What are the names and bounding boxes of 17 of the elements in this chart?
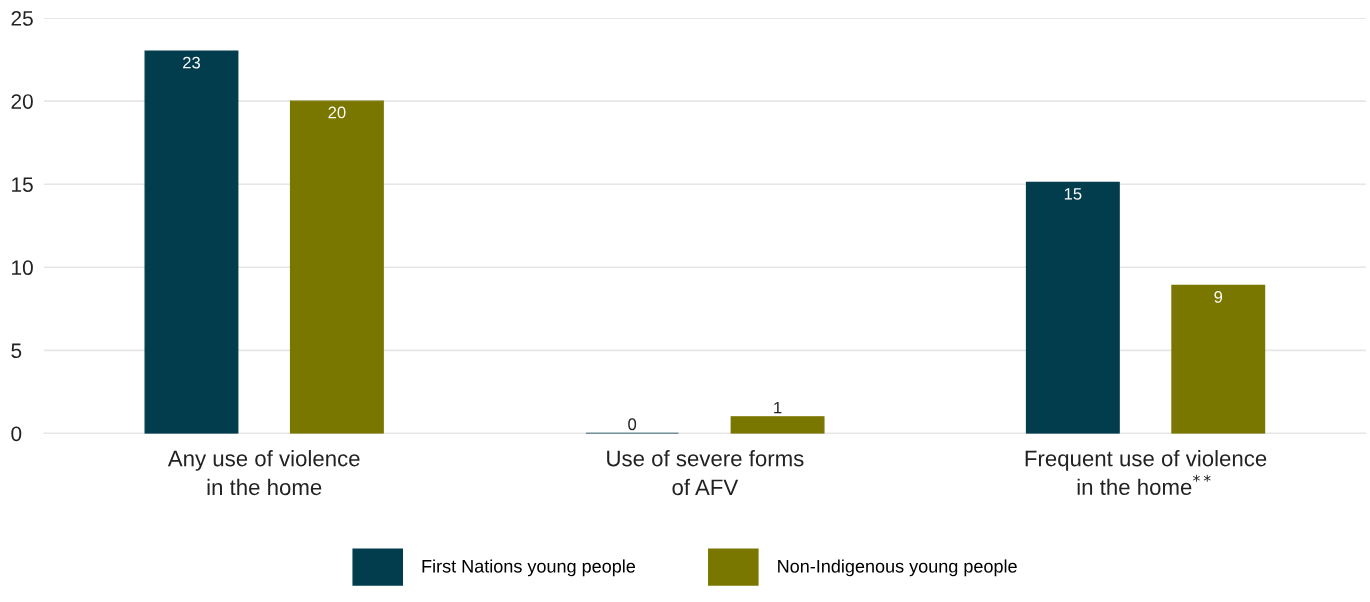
legend-label: Non-Indigenous young people [778,559,1017,577]
y-tick-label: 20 [11,94,33,109]
data-label: 20 [328,106,346,119]
y-tick-label: 10 [12,260,33,276]
x-tick-label: Frequent use of violence in the home$^{**}$ [1025,450,1267,495]
y-tick-label: 5 [11,343,22,359]
y-tick-label: 15 [12,177,33,192]
data-label: 23 [183,56,201,69]
x-tick-label: Use of severe forms of AFV [607,450,804,496]
x-tick-label: Any use of violence in the home [167,450,360,496]
data-label: 15 [1064,188,1082,200]
y-tick-label: 25 [11,11,33,26]
data-label: 0 [628,418,637,431]
legend-label: First Nations young people [422,559,636,577]
data-label: 9 [1214,290,1223,303]
y-tick-label: 0 [11,426,22,442]
data-label: 1 [774,401,782,414]
